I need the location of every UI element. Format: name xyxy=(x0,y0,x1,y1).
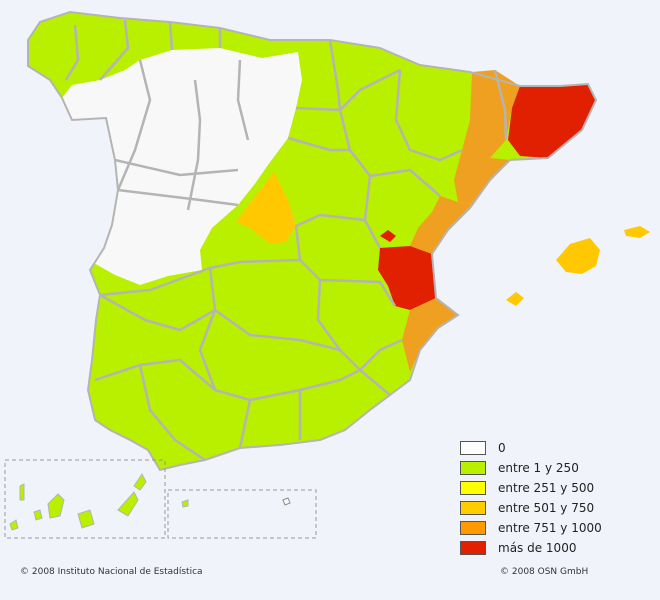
legend-item: más de 1000 xyxy=(460,538,602,558)
legend-item: entre 251 y 500 xyxy=(460,478,602,498)
legend-swatch xyxy=(460,481,486,495)
legend: 0 entre 1 y 250 entre 251 y 500 entre 50… xyxy=(460,438,602,558)
legend-item: entre 501 y 750 xyxy=(460,498,602,518)
island-ibiza xyxy=(506,292,524,306)
province-valencia xyxy=(378,246,436,310)
province-orange-coast-1 xyxy=(454,150,510,204)
copyright-ine: © 2008 Instituto Nacional de Estadística xyxy=(20,567,203,577)
legend-label: entre 751 y 1000 xyxy=(498,521,602,535)
legend-label: 0 xyxy=(498,441,506,455)
legend-swatch xyxy=(460,461,486,475)
province-orange-ne xyxy=(462,70,520,165)
province-madrid xyxy=(236,172,296,244)
legend-swatch xyxy=(460,521,486,535)
provinces-zero xyxy=(62,48,302,285)
ceuta-melilla-frame xyxy=(167,489,317,539)
island-mallorca xyxy=(556,238,600,274)
legend-label: entre 501 y 750 xyxy=(498,501,595,515)
ceuta xyxy=(181,499,189,508)
province-red-ne xyxy=(508,84,596,158)
coastline xyxy=(27,10,598,472)
legend-label: entre 1 y 250 xyxy=(498,461,579,475)
legend-swatch xyxy=(460,441,486,455)
melilla xyxy=(282,497,291,506)
island-menorca xyxy=(624,226,650,238)
legend-swatch xyxy=(460,501,486,515)
legend-label: entre 251 y 500 xyxy=(498,481,595,495)
legend-item: 0 xyxy=(460,438,602,458)
province-orange-coast-2 xyxy=(410,196,472,254)
legend-item: entre 1 y 250 xyxy=(460,458,602,478)
legend-item: entre 751 y 1000 xyxy=(460,518,602,538)
copyright-osn: © 2008 OSN GmbH xyxy=(500,567,589,577)
province-alicante xyxy=(402,298,458,372)
legend-label: más de 1000 xyxy=(498,541,577,555)
province-borders xyxy=(64,19,508,462)
legend-swatch xyxy=(460,541,486,555)
canary-inset-frame xyxy=(4,459,166,539)
canary-islands xyxy=(9,473,147,531)
province-red-small xyxy=(380,230,396,242)
